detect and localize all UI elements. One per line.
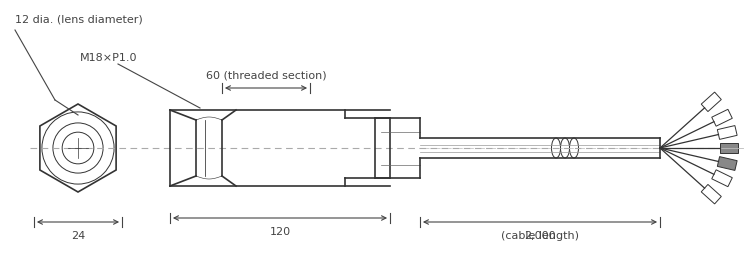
Text: (cable length): (cable length) <box>501 231 579 241</box>
Text: M18×P1.0: M18×P1.0 <box>80 53 137 63</box>
Text: 120: 120 <box>269 227 290 237</box>
Text: 24: 24 <box>70 231 85 241</box>
Polygon shape <box>717 157 737 170</box>
Polygon shape <box>701 92 721 112</box>
Text: 12 dia. (lens diameter): 12 dia. (lens diameter) <box>15 15 142 25</box>
Polygon shape <box>40 104 116 192</box>
Polygon shape <box>712 170 732 187</box>
Polygon shape <box>720 143 738 153</box>
Text: 60 (threaded section): 60 (threaded section) <box>206 71 326 81</box>
Polygon shape <box>717 126 737 139</box>
Ellipse shape <box>569 138 578 158</box>
Polygon shape <box>712 109 732 126</box>
Ellipse shape <box>551 138 560 158</box>
Polygon shape <box>701 184 721 204</box>
Text: 2,000: 2,000 <box>524 231 556 241</box>
Ellipse shape <box>560 138 569 158</box>
